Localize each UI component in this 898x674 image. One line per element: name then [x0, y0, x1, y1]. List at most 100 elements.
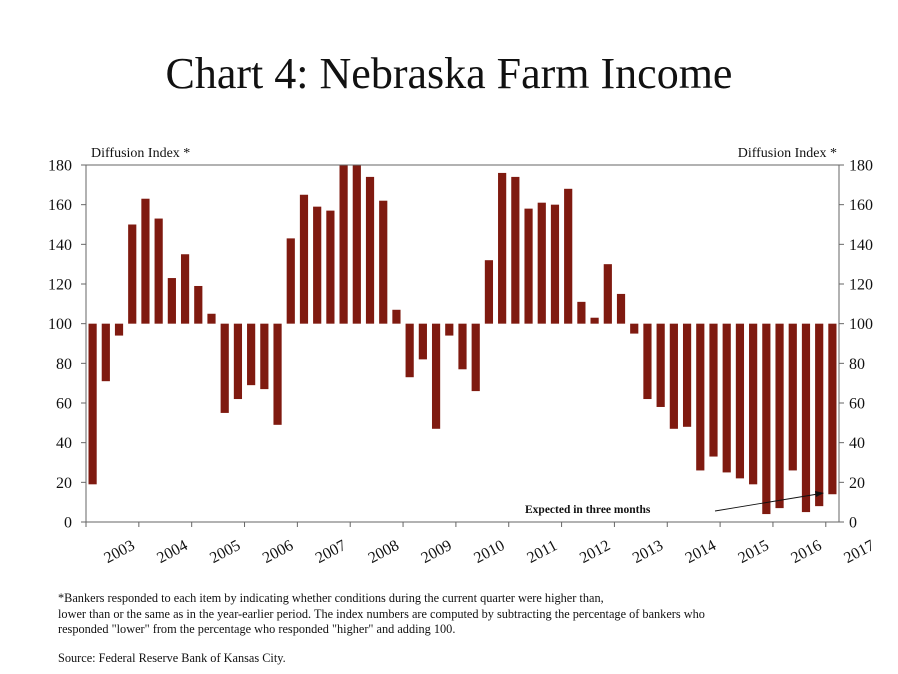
y-tick-label-left: 160 — [48, 197, 72, 214]
chart-title: Chart 4: Nebraska Farm Income — [165, 49, 733, 98]
bar — [722, 323, 731, 473]
bar — [352, 165, 361, 324]
y-tick-label-left: 80 — [56, 356, 72, 373]
footnote-line: responded "lower" from the percentage wh… — [58, 622, 456, 636]
x-tick-label: 2010 — [471, 537, 507, 567]
bar — [537, 202, 546, 324]
y-tick-label-right: 120 — [849, 277, 873, 294]
plot-border — [85, 164, 840, 523]
bar — [669, 323, 678, 429]
y-tick-label-right: 100 — [849, 316, 873, 333]
bar — [180, 254, 190, 324]
x-tick-label: 2012 — [577, 537, 613, 567]
y-tick-label-left: 120 — [48, 277, 72, 294]
bar — [299, 194, 309, 324]
bar — [339, 165, 348, 324]
y-tick-label-right: 140 — [849, 237, 873, 254]
bar — [431, 323, 441, 429]
bar — [141, 198, 150, 324]
y-tick-label-right: 80 — [849, 356, 865, 373]
x-tick-label: 2004 — [154, 537, 190, 567]
bar — [709, 323, 718, 457]
bar — [590, 317, 599, 324]
source-note: Source: Federal Reserve Bank of Kansas C… — [58, 651, 286, 665]
bar — [233, 323, 243, 400]
bar — [220, 323, 229, 413]
bar — [207, 313, 216, 324]
x-tick-label: 2011 — [524, 537, 560, 567]
bar — [154, 218, 163, 324]
bar — [114, 323, 124, 336]
bar — [749, 323, 758, 485]
y-tick-label-right: 60 — [849, 396, 865, 413]
bar — [735, 323, 745, 479]
y-tick-label-right: 20 — [849, 475, 865, 492]
bar — [603, 264, 612, 324]
left-axis-label: Diffusion Index * — [91, 146, 190, 161]
y-tick-label-right: 0 — [849, 515, 857, 532]
x-tick-label: 2017 — [841, 537, 877, 567]
bar — [445, 323, 454, 336]
x-tick-label: 2009 — [418, 537, 454, 567]
x-tick-label: 2008 — [366, 537, 402, 567]
bar — [484, 260, 494, 324]
y-tick-label-right: 40 — [849, 435, 865, 452]
bar — [286, 238, 295, 324]
footnote: *Bankers responded to each item by indic… — [58, 591, 858, 638]
bar — [101, 323, 110, 382]
bar — [379, 200, 388, 324]
y-tick-label-left: 60 — [56, 396, 72, 413]
bar — [88, 323, 97, 485]
bar — [326, 210, 335, 324]
bar — [418, 323, 427, 360]
bar — [616, 293, 626, 324]
bar — [498, 172, 507, 324]
bar — [524, 208, 533, 324]
bar — [511, 176, 520, 324]
bar — [630, 323, 639, 334]
y-tick-label-left: 0 — [64, 515, 72, 532]
bar — [801, 323, 811, 513]
x-tick-label: 2015 — [736, 537, 772, 567]
y-tick-label-left: 100 — [48, 316, 72, 333]
y-tick-label-right: 160 — [849, 197, 873, 214]
bar — [128, 224, 137, 324]
bar — [392, 309, 401, 324]
annotation-arrowhead — [815, 491, 824, 497]
bar — [273, 323, 282, 425]
x-tick-label: 2005 — [207, 537, 243, 567]
right-axis-label: Diffusion Index * — [738, 146, 837, 161]
plot-frame — [85, 164, 840, 523]
bar — [550, 204, 560, 324]
annotation-label: Expected in three months — [525, 504, 651, 516]
bar — [471, 323, 480, 392]
x-tick-label: 2016 — [788, 537, 824, 567]
x-tick-label: 2003 — [101, 537, 137, 567]
y-tick-label-left: 20 — [56, 475, 72, 492]
footnote-line: *Bankers responded to each item by indic… — [58, 591, 604, 605]
y-tick-label-right: 180 — [849, 158, 873, 175]
bar — [365, 176, 375, 324]
footnote-line: lower than or the same as in the year-ea… — [58, 606, 705, 621]
bar — [405, 323, 414, 378]
bar — [643, 323, 652, 400]
x-tick-label: 2006 — [260, 537, 296, 567]
y-tick-label-left: 180 — [48, 158, 72, 175]
bar — [564, 188, 573, 324]
bar — [656, 323, 665, 407]
bar — [788, 323, 797, 471]
bar — [194, 285, 203, 324]
x-tick-label: 2007 — [313, 537, 349, 567]
bar — [815, 323, 824, 507]
bar — [260, 323, 269, 390]
bar — [696, 323, 705, 471]
bar — [247, 323, 256, 386]
annotation-arrow — [714, 493, 819, 512]
bar — [313, 206, 322, 324]
bar — [682, 323, 692, 427]
bar — [828, 323, 837, 495]
x-tick-label: 2013 — [630, 537, 666, 567]
bars-group — [88, 165, 837, 515]
bar — [458, 323, 467, 370]
